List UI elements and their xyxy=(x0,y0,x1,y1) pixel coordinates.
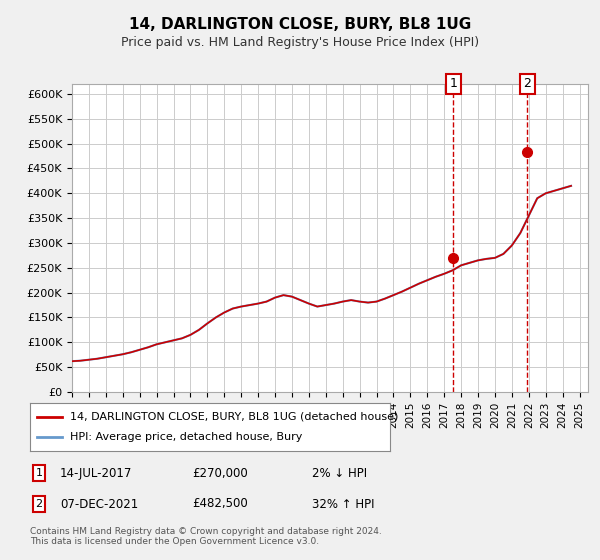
Text: 07-DEC-2021: 07-DEC-2021 xyxy=(60,497,138,511)
Text: 2% ↓ HPI: 2% ↓ HPI xyxy=(312,466,367,480)
Text: Price paid vs. HM Land Registry's House Price Index (HPI): Price paid vs. HM Land Registry's House … xyxy=(121,36,479,49)
Text: 14-JUL-2017: 14-JUL-2017 xyxy=(60,466,133,480)
Text: 2: 2 xyxy=(523,77,532,91)
Text: 1: 1 xyxy=(35,468,43,478)
Text: 2: 2 xyxy=(35,499,43,509)
Text: 1: 1 xyxy=(449,77,457,91)
Text: 32% ↑ HPI: 32% ↑ HPI xyxy=(312,497,374,511)
Text: HPI: Average price, detached house, Bury: HPI: Average price, detached house, Bury xyxy=(70,432,302,442)
Text: Contains HM Land Registry data © Crown copyright and database right 2024.
This d: Contains HM Land Registry data © Crown c… xyxy=(30,526,382,546)
Text: 14, DARLINGTON CLOSE, BURY, BL8 1UG (detached house): 14, DARLINGTON CLOSE, BURY, BL8 1UG (det… xyxy=(70,412,398,422)
Text: 14, DARLINGTON CLOSE, BURY, BL8 1UG: 14, DARLINGTON CLOSE, BURY, BL8 1UG xyxy=(129,17,471,32)
Text: £270,000: £270,000 xyxy=(192,466,248,480)
Text: £482,500: £482,500 xyxy=(192,497,248,511)
